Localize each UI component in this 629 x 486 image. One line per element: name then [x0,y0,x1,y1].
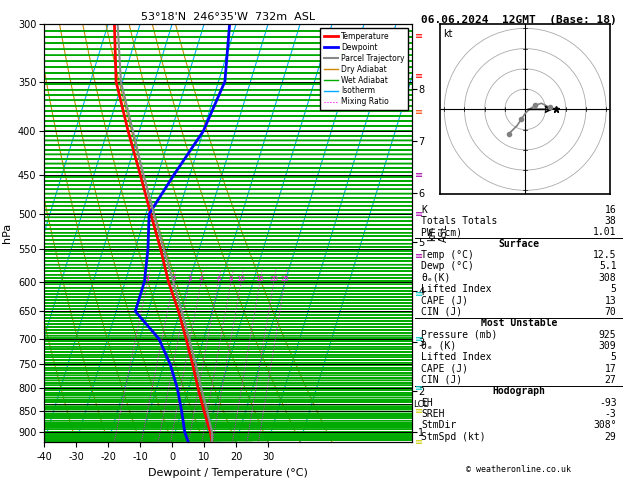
Text: CAPE (J): CAPE (J) [421,295,469,306]
Text: 15: 15 [255,276,264,281]
Text: LCL: LCL [413,400,428,409]
Text: 3: 3 [187,276,192,281]
Text: © weatheronline.co.uk: © weatheronline.co.uk [467,465,571,474]
Text: SREH: SREH [421,409,445,419]
Text: 6: 6 [216,276,221,281]
Title: 53°18'N  246°35'W  732m  ASL: 53°18'N 246°35'W 732m ASL [141,12,315,22]
Text: ≡: ≡ [415,107,423,117]
Text: CIN (J): CIN (J) [421,307,462,317]
Text: 1.01: 1.01 [593,227,616,238]
Text: ≡: ≡ [415,406,423,416]
Text: ≡: ≡ [415,289,423,299]
Text: 5.1: 5.1 [599,261,616,272]
Text: 308°: 308° [593,420,616,430]
Text: Surface: Surface [498,239,540,249]
Y-axis label: hPa: hPa [3,223,12,243]
Text: 25: 25 [281,276,289,281]
Text: 5: 5 [611,284,616,294]
Text: Lifted Index: Lifted Index [421,284,492,294]
Text: ≡: ≡ [415,209,423,219]
Text: 13: 13 [604,295,616,306]
Text: Totals Totals: Totals Totals [421,216,498,226]
Text: ≡: ≡ [415,383,423,393]
Text: kt: kt [443,29,453,39]
Text: ≡: ≡ [415,71,423,81]
Text: ≡: ≡ [415,170,423,180]
Text: 309: 309 [599,341,616,351]
Text: 308: 308 [599,273,616,283]
Text: -3: -3 [604,409,616,419]
Text: θₑ(K): θₑ(K) [421,273,451,283]
Text: 925: 925 [599,330,616,340]
Text: 4: 4 [199,276,203,281]
X-axis label: Dewpoint / Temperature (°C): Dewpoint / Temperature (°C) [148,468,308,478]
Text: 06.06.2024  12GMT  (Base: 18): 06.06.2024 12GMT (Base: 18) [421,15,617,25]
Text: 70: 70 [604,307,616,317]
Text: ≡: ≡ [415,251,423,261]
Text: 10: 10 [237,276,246,281]
Text: CAPE (J): CAPE (J) [421,364,469,374]
Text: 16: 16 [604,205,616,215]
Text: ≡: ≡ [415,32,423,41]
Text: Hodograph: Hodograph [493,386,545,396]
Text: -93: -93 [599,398,616,408]
Text: PW (cm): PW (cm) [421,227,462,238]
Text: θₑ (K): θₑ (K) [421,341,457,351]
Text: K: K [421,205,427,215]
Text: Most Unstable: Most Unstable [481,318,557,328]
Text: CIN (J): CIN (J) [421,375,462,385]
Text: EH: EH [421,398,433,408]
Text: Pressure (mb): Pressure (mb) [421,330,498,340]
Text: ≡: ≡ [415,334,423,344]
Text: 20: 20 [269,276,278,281]
Text: Lifted Index: Lifted Index [421,352,492,362]
Text: 1: 1 [145,276,150,281]
Text: 8: 8 [229,276,233,281]
Text: 27: 27 [604,375,616,385]
Text: Dewp (°C): Dewp (°C) [421,261,474,272]
Text: 38: 38 [604,216,616,226]
Legend: Temperature, Dewpoint, Parcel Trajectory, Dry Adiabat, Wet Adiabat, Isotherm, Mi: Temperature, Dewpoint, Parcel Trajectory… [320,28,408,110]
Text: 29: 29 [604,432,616,442]
Y-axis label: km
ASL: km ASL [427,224,449,243]
Text: StmSpd (kt): StmSpd (kt) [421,432,486,442]
Text: 17: 17 [604,364,616,374]
Text: 5: 5 [611,352,616,362]
Text: 2: 2 [171,276,175,281]
Text: StmDir: StmDir [421,420,457,430]
Text: Temp (°C): Temp (°C) [421,250,474,260]
Text: 12.5: 12.5 [593,250,616,260]
Text: ≡: ≡ [415,437,423,447]
